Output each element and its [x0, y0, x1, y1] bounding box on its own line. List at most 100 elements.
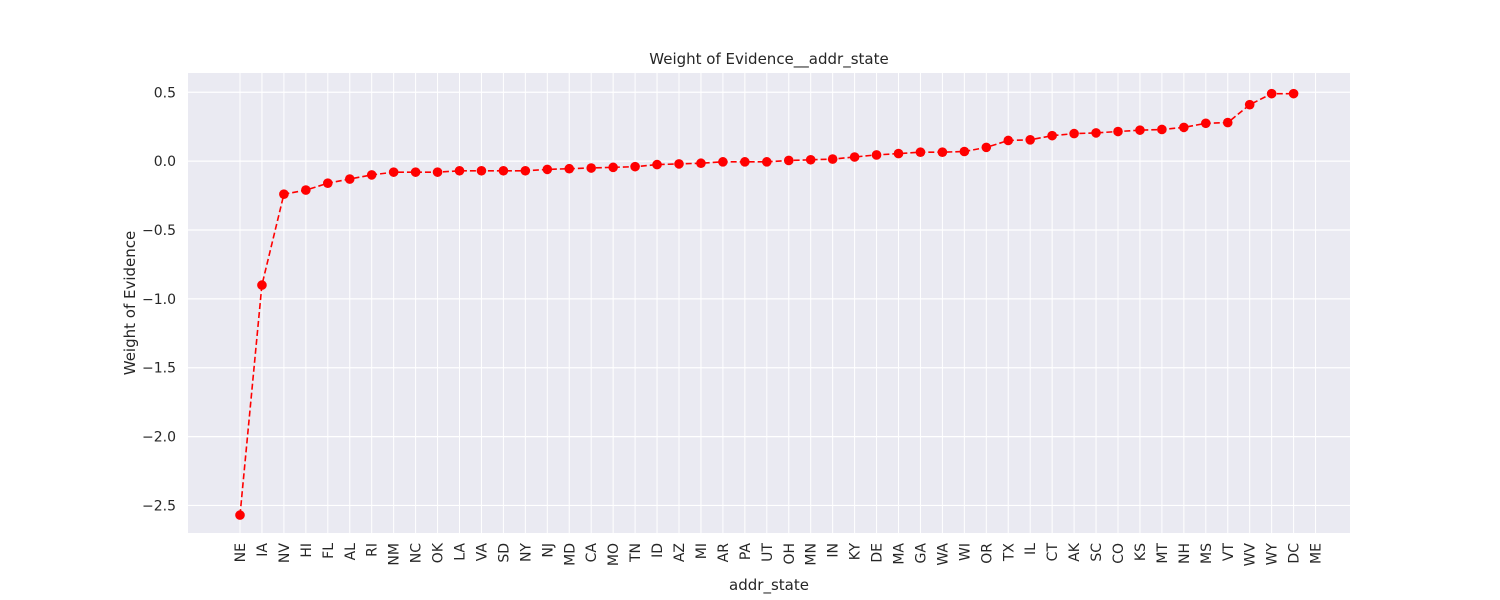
data-point [937, 147, 948, 157]
x-tick-label: IN [826, 543, 842, 558]
x-tick-label: MD [562, 543, 578, 566]
data-point [1047, 130, 1057, 141]
data-point [849, 152, 860, 162]
data-point [1179, 122, 1189, 133]
x-tick-label: IL [1023, 543, 1039, 555]
x-tick-label: MT [1155, 543, 1171, 564]
grid [188, 73, 1350, 533]
x-tick-label: NY [518, 543, 534, 562]
series-line-group [235, 88, 1299, 520]
data-point [981, 142, 992, 153]
x-tick-label: KS [1133, 543, 1149, 561]
x-tick-label: CA [584, 543, 600, 563]
data-point [498, 165, 509, 176]
x-tick-label: NC [409, 543, 425, 563]
data-point [1069, 128, 1079, 139]
x-tick-label: WY [1265, 543, 1281, 566]
data-point [410, 167, 421, 177]
data-point [608, 162, 618, 173]
x-tick-label: NV [277, 543, 293, 563]
data-point [279, 189, 289, 199]
x-tick-label: DC [1287, 543, 1303, 564]
x-tick-label: OK [431, 542, 447, 563]
x-tick-label: AR [716, 543, 732, 563]
data-point [696, 158, 706, 169]
data-point [1091, 128, 1101, 138]
x-tick-label: PA [738, 543, 754, 561]
data-point [915, 147, 926, 157]
data-point [783, 155, 794, 166]
x-tick-label: AK [1067, 542, 1083, 562]
data-point [542, 164, 553, 175]
data-point [1288, 88, 1299, 99]
data-point [1266, 88, 1277, 99]
data-point [520, 165, 531, 176]
y-tick-label: −2.5 [142, 498, 176, 514]
x-tick-label: MS [1199, 543, 1215, 564]
data-point [1201, 118, 1211, 129]
data-point [827, 154, 838, 164]
x-tick-label: HI [299, 543, 315, 558]
y-tick-label: −1.5 [142, 361, 176, 377]
x-tick-label: MN [804, 543, 820, 566]
x-tick-label: ID [650, 543, 666, 558]
x-tick-label: FL [321, 543, 337, 559]
y-tick-label: 0.5 [154, 85, 176, 101]
x-tick-label: MI [694, 543, 710, 559]
y-axis-label: Weight of Evidence [121, 231, 139, 376]
x-tick-label: NM [387, 543, 403, 566]
data-point [432, 167, 443, 177]
x-tick-label: LA [453, 543, 469, 561]
data-point [893, 148, 904, 159]
data-point [1003, 135, 1014, 146]
x-tick-label: NJ [540, 543, 556, 558]
y-tick-label: −1.0 [142, 292, 176, 308]
x-tick-label: UT [760, 543, 776, 562]
x-tick-label: GA [913, 543, 929, 564]
data-point [301, 185, 311, 195]
data-point [652, 159, 662, 170]
y-tick-labels: 0.5 0.0 −0.5 −1.0 −1.5 −2.0 −2.5 [142, 85, 176, 514]
data-point [388, 167, 399, 177]
data-point [564, 163, 575, 174]
x-tick-label: WV [1243, 543, 1259, 567]
x-tick-label: ME [1309, 543, 1325, 564]
data-point [740, 157, 750, 167]
x-tick-label: MA [892, 543, 908, 565]
data-point [366, 170, 377, 180]
data-point [674, 159, 684, 169]
x-tick-label: WA [935, 543, 951, 566]
x-tick-label: OR [979, 543, 995, 564]
data-point [718, 157, 728, 167]
data-point [1222, 117, 1233, 128]
data-point [959, 146, 970, 157]
x-tick-label: VT [1221, 543, 1237, 562]
data-point [257, 280, 267, 290]
x-tick-label: NE [233, 543, 249, 562]
data-point [871, 150, 882, 160]
data-point [1157, 124, 1167, 135]
x-tick-label: SC [1089, 543, 1105, 562]
data-point [630, 161, 640, 172]
data-point [1135, 125, 1145, 135]
data-point [586, 163, 596, 173]
plot-background [188, 73, 1350, 533]
x-tick-label: OH [782, 543, 798, 565]
data-point [454, 165, 465, 176]
x-tick-label: CT [1045, 543, 1061, 562]
x-tick-label: AZ [672, 543, 688, 562]
data-point [1025, 134, 1035, 145]
x-tick-label: VA [474, 543, 490, 562]
data-point [1113, 126, 1123, 137]
x-tick-label: KY [848, 543, 864, 561]
y-tick-label: −0.5 [142, 223, 176, 239]
x-tick-label: WI [957, 543, 973, 561]
data-point [344, 174, 355, 184]
data-point [235, 510, 245, 520]
x-tick-label: IA [255, 543, 271, 557]
x-tick-label: NH [1177, 543, 1193, 564]
y-tick-label: 0.0 [154, 154, 176, 170]
x-tick-label: AL [343, 543, 359, 561]
data-point [1244, 99, 1255, 110]
